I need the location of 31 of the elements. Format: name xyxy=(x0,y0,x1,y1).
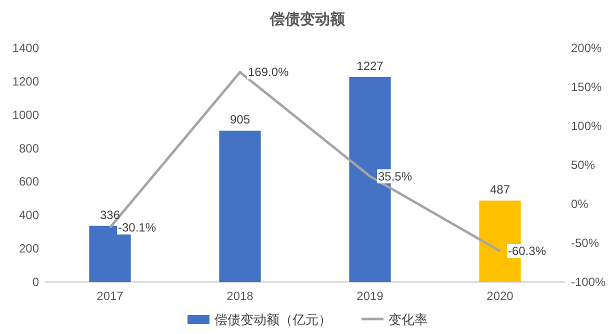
legend-label: 偿债变动额（亿元） xyxy=(214,312,332,327)
y-tick-label: 1400 xyxy=(12,41,40,55)
data-label: 1227 xyxy=(356,58,384,73)
y2-tick-label: -50% xyxy=(571,236,600,250)
data-label: 169.0% xyxy=(248,65,290,80)
data-label: 35.5% xyxy=(378,169,412,184)
y2-tick-label: 0% xyxy=(571,197,589,211)
y2-tick-label: 50% xyxy=(571,158,596,172)
x-tick-label: 2017 xyxy=(96,289,124,303)
y-tick-label: 400 xyxy=(18,208,40,222)
y2-tick-label: 100% xyxy=(571,119,602,133)
bar xyxy=(219,130,261,282)
y2-tick-label: 150% xyxy=(571,80,602,94)
data-label: -60.3% xyxy=(508,244,546,258)
y-tick-label: 600 xyxy=(18,174,40,189)
data-label: 336 xyxy=(100,208,120,222)
x-tick-label: 2020 xyxy=(486,289,514,303)
x-tick-label: 2019 xyxy=(356,289,384,303)
data-label: 487 xyxy=(490,182,510,197)
y-tick-label: 1200 xyxy=(12,74,40,88)
y-tick-label: 800 xyxy=(18,141,40,156)
x-tick-label: 2018 xyxy=(226,289,254,303)
data-label: 905 xyxy=(230,112,250,127)
y-tick-label: 0 xyxy=(32,275,40,289)
y2-tick-label: -100% xyxy=(571,275,606,289)
chart-title: 偿债变动额 xyxy=(269,10,346,28)
y2-tick-label: 200% xyxy=(571,41,602,55)
legend-label: 变化率 xyxy=(388,312,428,327)
y-tick-label: 200 xyxy=(18,242,40,256)
y-tick-label: 1000 xyxy=(12,108,40,122)
data-label: -30.1% xyxy=(118,220,156,234)
